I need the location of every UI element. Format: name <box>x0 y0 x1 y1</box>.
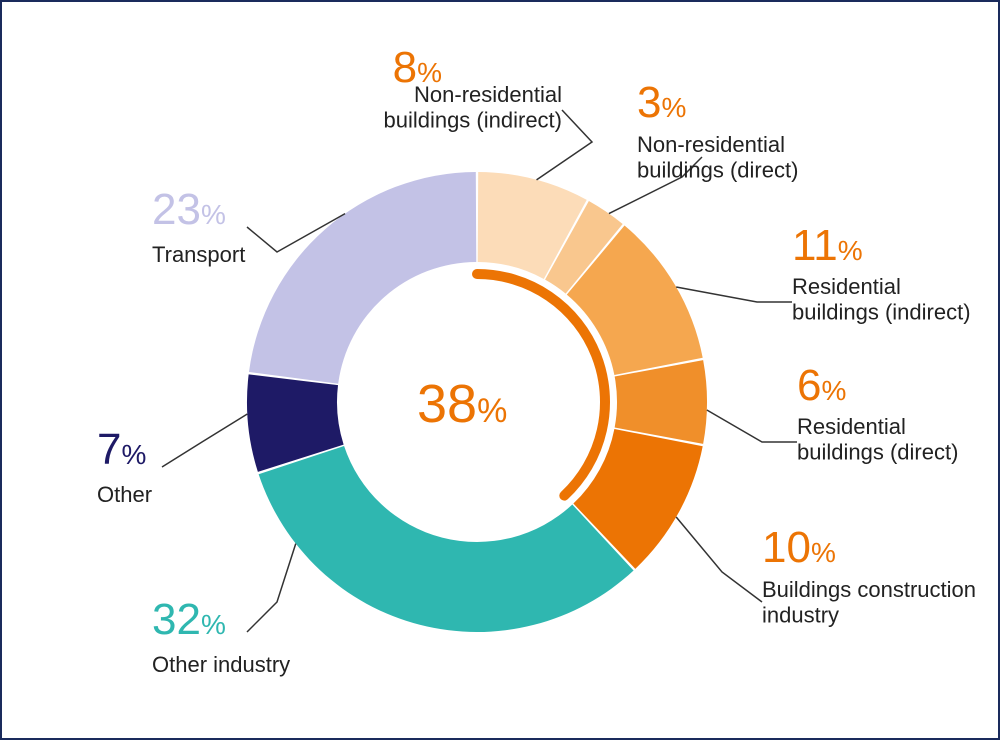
label-res-indirect: Residentialbuildings (indirect) <box>792 274 971 324</box>
pct-transport: 23% <box>152 185 226 234</box>
leader-other <box>162 414 247 467</box>
slice-res-direct <box>615 360 707 444</box>
label-nonres-direct: Non-residentialbuildings (direct) <box>637 132 798 182</box>
leader-res-direct <box>707 410 797 442</box>
label-other: Other <box>97 482 152 507</box>
label-transport: Transport <box>152 242 245 267</box>
pct-res-indirect: 11% <box>792 221 863 270</box>
pct-construction: 10% <box>762 523 836 572</box>
label-res-direct: Residentialbuildings (direct) <box>797 414 958 464</box>
label-construction: Buildings constructionindustry <box>762 577 976 627</box>
leader-res-indirect <box>676 287 792 302</box>
slice-transport <box>249 172 476 384</box>
leader-other-industry <box>247 544 296 632</box>
leader-construction <box>676 517 762 602</box>
chart-frame: { "chart": { "type": "donut", "width": 1… <box>0 0 1000 740</box>
label-other-industry: Other industry <box>152 652 290 677</box>
pct-res-direct: 6% <box>797 361 846 410</box>
pct-nonres-direct: 3% <box>637 78 686 127</box>
pct-other: 7% <box>97 425 146 474</box>
donut-chart: 8%Non-residentialbuildings (indirect)3%N… <box>2 2 1000 740</box>
center-percentage: 38% <box>417 374 507 434</box>
pct-other-industry: 32% <box>152 595 226 644</box>
